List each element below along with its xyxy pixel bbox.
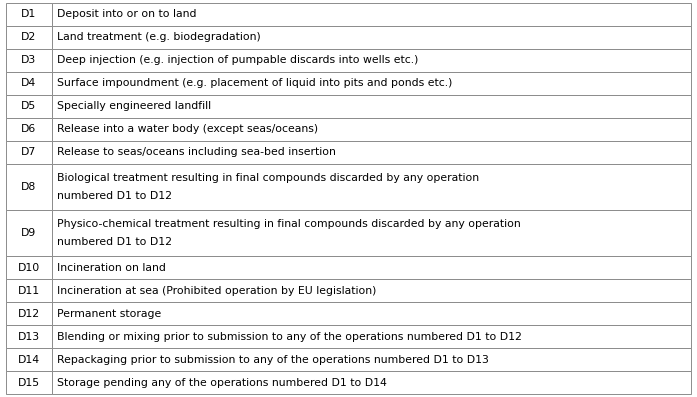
Text: D2: D2 [22, 32, 36, 42]
Polygon shape [52, 26, 691, 49]
Text: Deposit into or on to land: Deposit into or on to land [57, 9, 197, 19]
Polygon shape [52, 141, 691, 164]
Polygon shape [52, 348, 691, 371]
Text: D14: D14 [18, 355, 40, 365]
Polygon shape [52, 3, 691, 26]
Text: Incineration on land: Incineration on land [57, 262, 166, 273]
Text: D6: D6 [22, 124, 36, 135]
Text: D12: D12 [18, 308, 40, 319]
Polygon shape [6, 210, 52, 256]
Text: Physico-chemical treatment resulting in final compounds discarded by any operati: Physico-chemical treatment resulting in … [57, 219, 521, 229]
Polygon shape [6, 141, 52, 164]
Text: D4: D4 [22, 78, 36, 89]
Text: Blending or mixing prior to submission to any of the operations numbered D1 to D: Blending or mixing prior to submission t… [57, 331, 522, 342]
Polygon shape [6, 26, 52, 49]
Text: Repackaging prior to submission to any of the operations numbered D1 to D13: Repackaging prior to submission to any o… [57, 355, 489, 365]
Polygon shape [6, 118, 52, 141]
Text: D10: D10 [17, 262, 40, 273]
Polygon shape [52, 279, 691, 302]
Polygon shape [52, 95, 691, 118]
Text: numbered D1 to D12: numbered D1 to D12 [57, 191, 172, 201]
Text: numbered D1 to D12: numbered D1 to D12 [57, 237, 172, 247]
Text: Specially engineered landfill: Specially engineered landfill [57, 101, 211, 112]
Polygon shape [6, 72, 52, 95]
Polygon shape [6, 371, 52, 394]
Text: D15: D15 [18, 378, 40, 388]
Polygon shape [52, 118, 691, 141]
Text: D13: D13 [18, 331, 40, 342]
Polygon shape [52, 49, 691, 72]
Text: Incineration at sea (Prohibited operation by EU legislation): Incineration at sea (Prohibited operatio… [57, 285, 376, 296]
Text: Biological treatment resulting in final compounds discarded by any operation: Biological treatment resulting in final … [57, 173, 480, 183]
Text: D11: D11 [18, 285, 40, 296]
Polygon shape [6, 256, 52, 279]
Polygon shape [52, 256, 691, 279]
Text: D7: D7 [22, 147, 36, 158]
Text: Surface impoundment (e.g. placement of liquid into pits and ponds etc.): Surface impoundment (e.g. placement of l… [57, 78, 452, 89]
Text: Permanent storage: Permanent storage [57, 308, 161, 319]
Polygon shape [52, 164, 691, 210]
Text: D1: D1 [22, 9, 36, 19]
Polygon shape [6, 279, 52, 302]
Text: Land treatment (e.g. biodegradation): Land treatment (e.g. biodegradation) [57, 32, 261, 42]
Polygon shape [52, 210, 691, 256]
Text: Deep injection (e.g. injection of pumpable discards into wells etc.): Deep injection (e.g. injection of pumpab… [57, 55, 418, 66]
Polygon shape [52, 325, 691, 348]
Polygon shape [6, 49, 52, 72]
Polygon shape [6, 3, 52, 26]
Text: D3: D3 [22, 55, 36, 66]
Polygon shape [6, 164, 52, 210]
Polygon shape [6, 348, 52, 371]
Text: Storage pending any of the operations numbered D1 to D14: Storage pending any of the operations nu… [57, 378, 387, 388]
Text: Release into a water body (except seas/oceans): Release into a water body (except seas/o… [57, 124, 319, 135]
Polygon shape [6, 95, 52, 118]
Text: Release to seas/oceans including sea-bed insertion: Release to seas/oceans including sea-bed… [57, 147, 336, 158]
Text: D9: D9 [22, 228, 36, 238]
Text: D8: D8 [22, 182, 36, 192]
Polygon shape [6, 325, 52, 348]
Polygon shape [52, 72, 691, 95]
Text: D5: D5 [22, 101, 36, 112]
Polygon shape [6, 302, 52, 325]
Polygon shape [52, 302, 691, 325]
Polygon shape [52, 371, 691, 394]
